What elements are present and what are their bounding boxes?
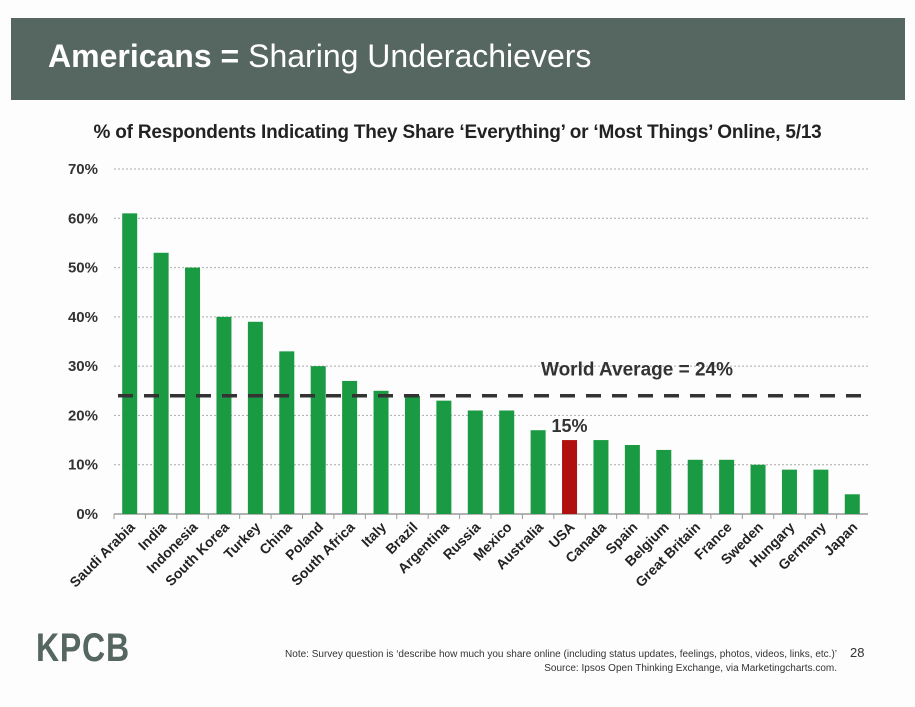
y-tick-label: 50% xyxy=(68,260,98,277)
bar-canada xyxy=(593,440,609,514)
bar-saudi-arabia xyxy=(122,213,138,514)
title-rest: Sharing Underachievers xyxy=(239,38,592,74)
y-tick-label: 70% xyxy=(68,161,98,178)
x-tick-label: Saudi Arabia xyxy=(66,519,138,591)
bar-japan xyxy=(844,494,860,514)
bar-poland xyxy=(310,366,326,514)
y-tick-label: 20% xyxy=(68,407,98,424)
y-tick-label: 30% xyxy=(68,358,98,375)
bar-france xyxy=(719,459,735,514)
bar-brazil xyxy=(404,395,420,514)
y-tick-label: 10% xyxy=(68,457,98,474)
bar-usa xyxy=(562,440,578,514)
bar-sweden xyxy=(750,464,766,514)
kpcb-logo: KPCB xyxy=(36,626,130,670)
slide-title: Americans = Sharing Underachievers xyxy=(48,38,591,75)
bar-belgium xyxy=(656,449,672,514)
bar-south-korea xyxy=(216,316,232,514)
footnote: Note: Survey question is ‘describe how m… xyxy=(285,648,837,676)
title-bold: Americans = xyxy=(48,38,240,74)
bar-argentina xyxy=(436,400,452,514)
y-tick-label: 40% xyxy=(68,309,98,326)
bar-spain xyxy=(624,445,640,514)
bar-italy xyxy=(373,390,389,514)
bar-india xyxy=(153,252,169,515)
bar-china xyxy=(279,351,295,514)
note-text: Note: Survey question is ‘describe how m… xyxy=(285,649,837,660)
title-banner xyxy=(11,18,905,100)
bar-indonesia xyxy=(185,267,201,514)
usa-value-label: 15% xyxy=(552,416,588,436)
y-tick-label: 0% xyxy=(76,506,98,523)
page-number: 28 xyxy=(850,645,865,660)
bar-russia xyxy=(467,410,483,514)
world-average-label: World Average = 24% xyxy=(541,360,733,381)
bar-germany xyxy=(813,469,829,514)
y-tick-label: 60% xyxy=(68,210,98,227)
bar-south-africa xyxy=(342,380,358,514)
chart-title: % of Respondents Indicating They Share ‘… xyxy=(93,122,822,143)
bar-turkey xyxy=(247,321,263,514)
bar-hungary xyxy=(781,469,797,514)
bar-australia xyxy=(530,430,546,514)
x-tick-label: Japan xyxy=(820,519,860,559)
source-text: Source: Ipsos Open Thinking Exchange, vi… xyxy=(544,663,837,674)
bar-great-britain xyxy=(687,459,703,514)
bar-mexico xyxy=(499,410,515,514)
